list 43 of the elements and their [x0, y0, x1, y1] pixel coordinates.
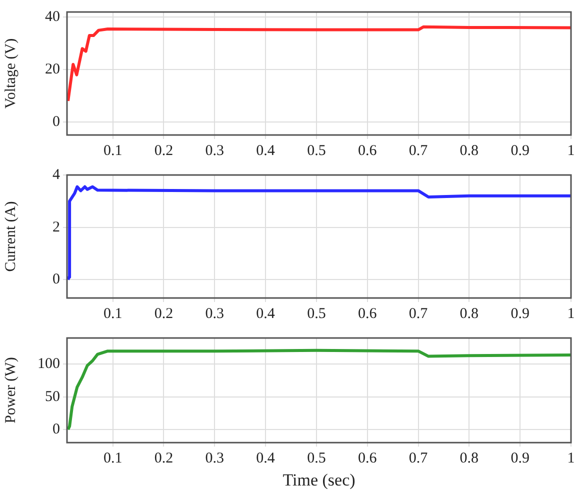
y-axis-title: Current (A) [2, 201, 19, 272]
x-tick-label: 1 [567, 306, 575, 322]
x-tick-label: 0.4 [256, 306, 276, 322]
x-tick-label: 0.2 [154, 142, 174, 159]
x-tick-label: 0.6 [358, 142, 378, 159]
x-tick-label: 0.7 [408, 450, 428, 467]
y-tick-label: 100 [38, 356, 60, 372]
x-tick-label: 0.6 [358, 306, 378, 322]
x-tick-label: 0.3 [205, 142, 224, 159]
x-tick-label: 0.1 [103, 306, 122, 322]
x-tick-label: 0.3 [205, 450, 224, 467]
y-tick-label: 0 [52, 114, 60, 130]
x-tick-label: 0.8 [460, 306, 479, 322]
x-tick-label: 0.3 [205, 306, 224, 322]
y-tick-label: 0 [52, 421, 60, 438]
x-tick-label: 0.8 [460, 142, 479, 159]
x-tick-label: 0.4 [256, 450, 276, 467]
y-axis-title: Power (W) [2, 357, 19, 424]
y-tick-label: 20 [45, 62, 60, 78]
x-tick-label: 0.5 [307, 450, 326, 467]
x-tick-label: 0.6 [358, 450, 378, 467]
x-tick-label: 0.9 [510, 450, 530, 467]
x-axis-title: Time (sec) [282, 470, 356, 490]
y-tick-label: 50 [45, 388, 60, 405]
x-tick-label: 0.2 [154, 306, 174, 322]
x-tick-label: 0.7 [408, 142, 428, 159]
x-tick-label: 0.8 [460, 450, 479, 467]
x-tick-label: 1 [567, 450, 575, 467]
x-tick-label: 0.4 [256, 142, 276, 159]
x-tick-label: 1 [567, 142, 575, 159]
y-tick-label: 0 [52, 272, 60, 288]
x-tick-label: 0.5 [307, 142, 326, 159]
x-tick-label: 0.9 [510, 142, 530, 159]
x-tick-label: 0.7 [408, 306, 428, 322]
x-tick-label: 0.1 [103, 450, 122, 467]
y-axis-title: Voltage (V) [2, 38, 19, 109]
x-tick-label: 0.2 [154, 450, 174, 467]
x-tick-label: 0.5 [307, 306, 326, 322]
x-tick-label: 0.1 [103, 142, 122, 159]
y-tick-label: 4 [52, 166, 60, 183]
x-tick-label: 0.9 [510, 306, 530, 322]
y-tick-label: 40 [45, 9, 60, 26]
y-tick-label: 2 [52, 219, 60, 236]
